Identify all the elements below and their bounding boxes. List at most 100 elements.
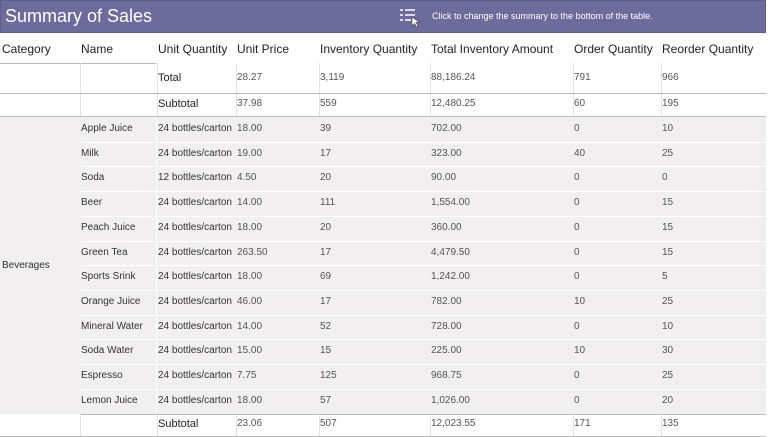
cell-unit-price: 28.27	[237, 72, 263, 83]
cell-unit-quantity: 24 bottles/carton	[158, 197, 232, 209]
table-row: Soda 12 bottles/carton 4.50 20 90.00 0 0	[0, 166, 766, 191]
column-header-reorder-quantity[interactable]: Reorder Quantity	[662, 42, 754, 56]
cell-inventory-quantity: 17	[320, 147, 332, 159]
cell-total-inventory-amount: 225.00	[431, 345, 462, 357]
row-divider	[81, 364, 766, 365]
cell-unit-price: 14.00	[237, 197, 263, 209]
cell-unit-price: 23.06	[237, 418, 263, 429]
table-row: Soda Water 24 bottles/carton 15.00 15 225.00…	[0, 339, 766, 364]
row-divider	[81, 289, 766, 291]
cell-total-inventory-amount: 12,023.55	[431, 418, 476, 429]
cell-order-quantity: 40	[574, 147, 586, 159]
cell-unit-price: 18.00	[237, 123, 263, 134]
column-header-category[interactable]: Category	[2, 42, 51, 56]
cell-unit-quantity: 24 bottles/carton	[158, 370, 232, 381]
cell-order-quantity: 0	[574, 370, 580, 381]
summary-position-icon[interactable]	[399, 7, 421, 27]
cell-total-inventory-amount: 360.00	[431, 221, 462, 233]
cell-total-inventory-amount: 728.00	[431, 320, 462, 332]
cell-name: Sports Srink	[81, 271, 136, 283]
column-header-total-inventory-amount[interactable]: Total Inventory Amount	[431, 42, 554, 56]
cell-inventory-quantity: 17	[320, 295, 332, 307]
cell-reorder-quantity: 15	[662, 197, 674, 209]
cell-reorder-quantity: 25	[662, 370, 674, 381]
column-header-unit-price[interactable]: Unit Price	[237, 42, 290, 56]
cell-order-quantity: 0	[574, 221, 580, 233]
cell-reorder-quantity: 10	[662, 123, 674, 134]
cell-name: Beer	[81, 197, 103, 209]
cell-inventory-quantity: 52	[320, 320, 332, 332]
summary-position-hint[interactable]: Click to change the summary to the botto…	[432, 11, 653, 21]
cell-order-quantity: 171	[574, 418, 591, 429]
cell-order-quantity: 60	[574, 98, 586, 109]
cell-order-quantity: 0	[574, 246, 580, 258]
column-header-unit-quantity[interactable]: Unit Quantity	[158, 42, 228, 56]
cell-inventory-quantity: 17	[320, 246, 332, 258]
row-divider	[81, 314, 766, 316]
table-row: Lemon Juice 24 bottles/carton 18.00 57 1,026…	[0, 389, 766, 414]
table-row: Green Tea 24 bottles/carton 263.50 17 4,479.…	[0, 241, 766, 266]
cell-name: Green Tea	[81, 246, 128, 258]
cell-reorder-quantity: 966	[662, 72, 679, 83]
row-divider	[81, 388, 766, 390]
subtotal-row: Subtotal 23.06 507 12,023.55 171 135	[0, 412, 766, 437]
cell-reorder-quantity: 30	[662, 345, 674, 357]
cell-inventory-quantity: 559	[320, 98, 337, 109]
table-row: Mineral Water 24 bottles/carton 14.00 52 728…	[0, 315, 766, 340]
cell-total-inventory-amount: 88,186.24	[431, 72, 476, 83]
cell-name: Soda Water	[81, 345, 134, 357]
cell-order-quantity: 10	[574, 295, 586, 307]
column-header-name[interactable]: Name	[81, 42, 114, 56]
summary-label: Total	[158, 72, 182, 84]
cell-name: Lemon Juice	[81, 394, 138, 406]
subtotal-row: Subtotal 37.98 559 12,480.25 60 195	[0, 92, 766, 117]
table-row: Apple Juice 24 bottles/carton 18.00 39 702.0…	[0, 117, 766, 142]
cell-unit-price: 263.50	[237, 246, 268, 258]
cell-unit-quantity: 24 bottles/carton	[158, 295, 232, 307]
cell-name: Soda	[81, 172, 105, 184]
cell-order-quantity: 0	[574, 197, 580, 209]
total-row: Total 28.27 3,119 88,186.24 791 966	[0, 66, 766, 91]
cell-name: Apple Juice	[81, 123, 133, 134]
cell-unit-quantity: 12 bottles/carton	[158, 172, 232, 184]
cell-reorder-quantity: 10	[662, 320, 674, 332]
cell-reorder-quantity: 195	[662, 98, 679, 109]
cell-inventory-quantity: 57	[320, 394, 332, 406]
cell-total-inventory-amount: 4,479.50	[431, 246, 470, 258]
cell-unit-price: 19.00	[237, 147, 263, 159]
cell-total-inventory-amount: 12,480.25	[431, 98, 476, 109]
category-label: Beverages	[2, 259, 50, 271]
row-divider	[81, 414, 766, 415]
table-row: Peach Juice 24 bottles/carton 18.00 20 360.0…	[0, 216, 766, 241]
cell-reorder-quantity: 25	[662, 295, 674, 307]
cell-reorder-quantity: 135	[662, 418, 679, 429]
cell-order-quantity: 791	[574, 72, 591, 83]
cell-total-inventory-amount: 1,026.00	[431, 394, 470, 406]
cell-name: Peach Juice	[81, 221, 136, 233]
table-row: Milk 24 bottles/carton 19.00 17 323.00 40 25	[0, 142, 766, 167]
cell-inventory-quantity: 39	[320, 123, 332, 134]
cell-unit-price: 14.00	[237, 320, 263, 332]
cell-unit-quantity: 24 bottles/carton	[158, 221, 232, 233]
column-header-order-quantity[interactable]: Order Quantity	[574, 42, 653, 56]
cell-total-inventory-amount: 968.75	[431, 370, 462, 381]
cell-total-inventory-amount: 1,554.00	[431, 197, 470, 209]
cell-reorder-quantity: 25	[662, 147, 674, 159]
cell-total-inventory-amount: 702.00	[431, 123, 462, 134]
cell-inventory-quantity: 3,119	[320, 72, 345, 83]
cell-name: Mineral Water	[81, 320, 143, 332]
cell-unit-quantity: 24 bottles/carton	[158, 147, 232, 159]
cell-unit-quantity: 24 bottles/carton	[158, 123, 232, 134]
cell-unit-quantity: 24 bottles/carton	[158, 246, 232, 258]
row-divider	[81, 265, 766, 267]
table-row: Espresso 24 bottles/carton 7.75 125 968.75 0 2…	[0, 364, 766, 389]
cell-unit-quantity: 24 bottles/carton	[158, 320, 232, 332]
cell-name: Milk	[81, 147, 99, 159]
cell-reorder-quantity: 5	[662, 271, 668, 283]
table-row: Orange Juice 24 bottles/carton 46.00 17 782.…	[0, 290, 766, 315]
page-title: Summary of Sales	[5, 6, 153, 26]
cell-inventory-quantity: 20	[320, 172, 332, 184]
row-divider	[0, 93, 766, 94]
cell-reorder-quantity: 20	[662, 394, 674, 406]
column-header-inventory-quantity[interactable]: Inventory Quantity	[320, 42, 418, 56]
